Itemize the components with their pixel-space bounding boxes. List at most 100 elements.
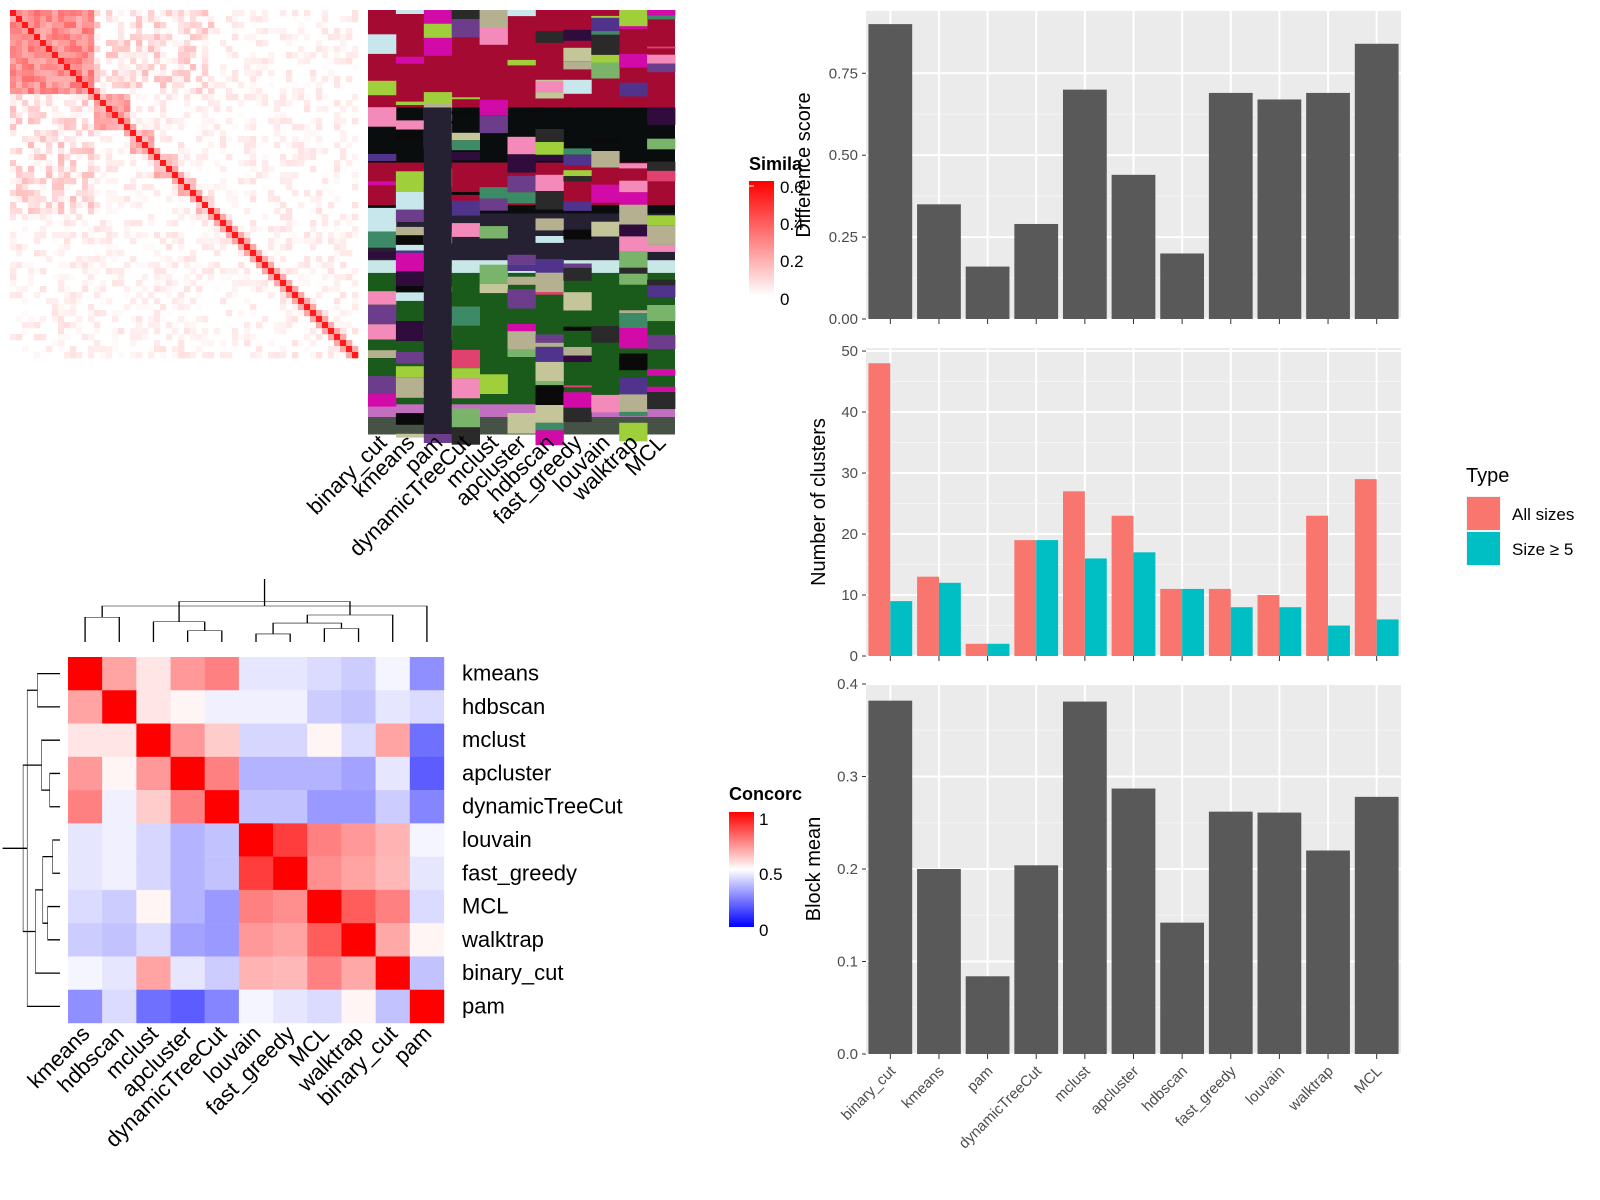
similarity-cell: [184, 88, 191, 95]
similarity-cell: [22, 124, 29, 131]
similarity-cell: [34, 268, 41, 275]
membership-segment: [647, 138, 676, 150]
similarity-cell: [130, 184, 137, 191]
similarity-cell: [112, 280, 119, 287]
similarity-cell: [10, 118, 17, 125]
similarity-cell: [328, 70, 335, 77]
similarity-cell: [262, 94, 269, 101]
similarity-cell: [244, 142, 251, 149]
similarity-cell: [334, 250, 341, 257]
bar-apcluster: [1111, 174, 1156, 319]
similarity-cell: [100, 232, 107, 239]
similarity-cell: [232, 34, 239, 41]
similarity-cell: [16, 34, 23, 41]
type-legend: Type All sizes Size ≥ 5: [1466, 465, 1574, 566]
sim-legend-tick-0.6: 0.6: [780, 178, 804, 197]
similarity-cell: [142, 94, 149, 101]
similarity-cell: [148, 40, 155, 47]
similarity-cell: [166, 232, 173, 239]
membership-segment: [423, 37, 453, 56]
similarity-cell: [196, 160, 203, 167]
similarity-cell: [16, 88, 23, 95]
similarity-cell: [70, 100, 77, 107]
similarity-cell: [352, 232, 359, 239]
similarity-cell: [298, 292, 305, 299]
similarity-cell: [112, 106, 119, 113]
similarity-cell: [154, 58, 161, 65]
similarity-cell: [22, 76, 29, 83]
similarity-cell: [106, 82, 113, 89]
similarity-cell: [52, 16, 59, 23]
similarity-cell: [352, 226, 359, 233]
similarity-cell: [10, 82, 17, 89]
similarity-cell: [10, 244, 17, 251]
similarity-cell: [64, 184, 71, 191]
similarity-cell: [334, 286, 341, 293]
similarity-cell: [292, 142, 299, 149]
membership-segment: [395, 413, 425, 425]
similarity-cell: [100, 262, 107, 269]
concordance-cell: [273, 923, 308, 957]
similarity-cell: [208, 94, 215, 101]
similarity-cell: [28, 106, 35, 113]
similarity-cell: [256, 352, 263, 359]
similarity-cell: [46, 22, 53, 29]
similarity-cell: [304, 70, 311, 77]
similarity-cell: [340, 262, 347, 269]
similarity-cell: [58, 250, 65, 257]
similarity-cell: [268, 58, 275, 65]
similarity-cell: [52, 112, 59, 119]
membership-segment: [535, 334, 564, 340]
similarity-cell: [172, 190, 179, 197]
similarity-cell: [136, 130, 143, 137]
similarity-cell: [274, 352, 281, 359]
bar-pam-all-sizes: [965, 643, 988, 656]
similarity-cell: [226, 16, 233, 23]
similarity-cell: [298, 304, 305, 311]
concordance-cell: [341, 989, 376, 1024]
concordance-legend-colorbar: [729, 812, 754, 927]
similarity-cell: [130, 334, 137, 341]
similarity-cell: [52, 106, 59, 113]
similarity-cell: [178, 238, 185, 245]
similarity-cell: [58, 172, 65, 179]
similarity-cell: [328, 286, 335, 293]
membership-segment: [535, 79, 564, 82]
similarity-cell: [244, 88, 251, 95]
similarity-cell: [244, 148, 251, 155]
similarity-cell: [202, 214, 209, 221]
similarity-cell: [340, 28, 347, 35]
similarity-cell: [346, 28, 353, 35]
similarity-cell: [352, 172, 359, 179]
membership-segment: [535, 92, 564, 99]
similarity-cell: [142, 136, 149, 143]
similarity-cell: [172, 118, 179, 125]
similarity-cell: [274, 124, 281, 131]
similarity-cell: [16, 64, 23, 71]
membership-segment: [535, 405, 564, 423]
similarity-cell: [22, 178, 29, 185]
similarity-cell: [112, 70, 119, 77]
similarity-cell: [136, 334, 143, 341]
y-tick-label: 0.25: [829, 229, 858, 246]
similarity-cell: [244, 58, 251, 65]
similarity-cell: [76, 76, 83, 83]
similarity-cell: [256, 322, 263, 329]
similarity-cell: [196, 304, 203, 311]
similarity-cell: [94, 76, 101, 83]
concordance-cell: [409, 657, 445, 691]
similarity-cell: [106, 118, 113, 125]
similarity-cell: [184, 40, 191, 47]
similarity-cell: [22, 136, 29, 143]
similarity-cell: [292, 304, 299, 311]
similarity-cell: [94, 190, 101, 197]
similarity-cell: [118, 160, 125, 167]
similarity-cell: [316, 88, 323, 95]
similarity-cell: [178, 118, 185, 125]
membership-segment: [619, 224, 648, 237]
similarity-cell: [238, 310, 245, 317]
concordance-cell: [273, 723, 308, 758]
similarity-cell: [118, 280, 125, 287]
